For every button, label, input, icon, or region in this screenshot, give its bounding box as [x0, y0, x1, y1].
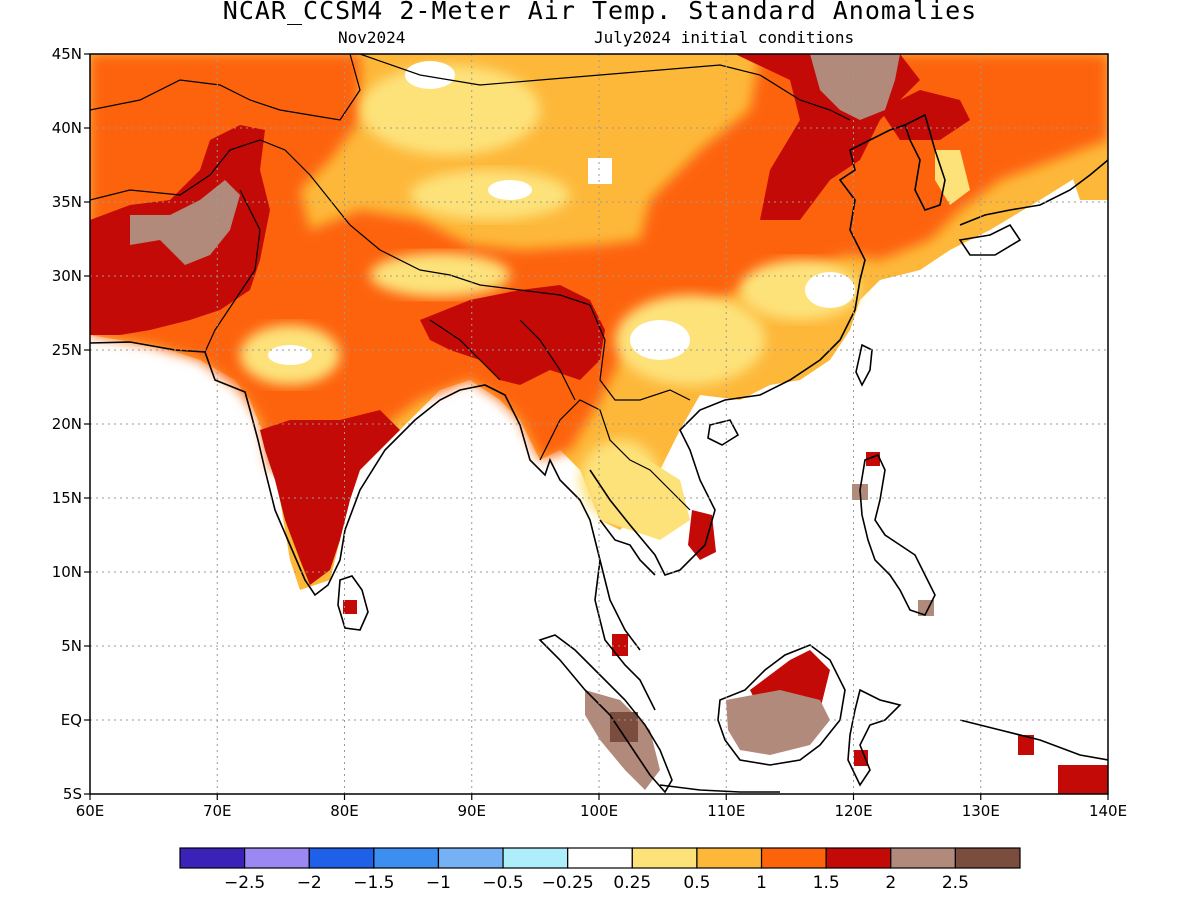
anomaly-patch-himalaya — [370, 253, 510, 297]
anomaly-cell-srilanka — [343, 600, 357, 614]
lon-tick-label: 60E — [76, 802, 105, 820]
colorbar-label: −2.5 — [224, 873, 265, 893]
colorbar-bin — [502, 847, 569, 869]
lat-tick-label: 20N — [52, 415, 82, 433]
colorbar-bin — [760, 847, 827, 869]
init-conditions: July2024 initial conditions — [594, 28, 855, 47]
lat-ticks: 45N 40N 35N 30N 25N 20N 15N 10N 5N EQ 5S — [52, 45, 90, 803]
colorbar-bin — [567, 847, 633, 869]
lon-tick-label: 70E — [203, 802, 232, 820]
anomaly-spot-white-2 — [488, 180, 532, 200]
anomaly-region-borneo — [726, 690, 830, 755]
anomaly-region-myanmar — [420, 285, 605, 385]
anomaly-cell-malaya — [612, 634, 628, 656]
lat-tick-label: EQ — [61, 711, 82, 729]
lon-tick-label: 130E — [962, 802, 1000, 820]
colorbar-bin — [308, 847, 375, 869]
lon-tick-label: 80E — [330, 802, 359, 820]
colorbar-label: 2 — [885, 873, 896, 893]
colorbar-bin — [890, 847, 956, 869]
map-title: NCAR_CCSM4 2-Meter Air Temp. Standard An… — [222, 0, 978, 25]
anomaly-region-mongolia — [810, 54, 900, 120]
anomaly-cell-sulawesi — [854, 750, 868, 766]
anomaly-cell-sumatra-max — [610, 712, 638, 742]
colorbar-label: 2.5 — [942, 873, 969, 893]
anomaly-cell-newguinea — [1058, 765, 1108, 794]
anomaly-region-japan-orange — [1070, 155, 1108, 200]
colorbar-bin — [179, 847, 246, 869]
anomaly-region-vietnam-south — [688, 510, 716, 560]
colorbar-bin — [631, 847, 698, 869]
lon-tick-label: 120E — [834, 802, 872, 820]
anomaly-spot-white-1 — [405, 61, 455, 89]
lon-ticks: 60E 70E 80E 90E 100E 110E 120E 130E 140E — [76, 794, 1127, 820]
colorbar-label: −1 — [426, 873, 451, 893]
colorbar-bin — [696, 847, 763, 869]
colorbar-label: 1.5 — [813, 873, 840, 893]
lat-tick-label: 15N — [52, 489, 82, 507]
lat-tick-label: 5S — [63, 785, 82, 803]
lat-tick-label: 5N — [61, 637, 82, 655]
anomaly-spot-white-4 — [630, 320, 690, 360]
colorbar-bin — [244, 847, 310, 869]
anomaly-region-korea-yellow — [935, 150, 970, 205]
colorbar-label: −1.5 — [353, 873, 394, 893]
lon-tick-label: 100E — [580, 802, 618, 820]
anomaly-region-afghan — [130, 180, 240, 265]
colorbar: −2.5 −2 −1.5 −1 −0.5 −0.25 0.25 0.5 1 1.5 2 2.5 — [179, 847, 1021, 893]
anomaly-patch-tibet — [410, 170, 570, 220]
lon-tick-label: 140E — [1089, 802, 1127, 820]
colorbar-label: 0.25 — [613, 873, 651, 893]
country-borders — [90, 54, 851, 511]
colorbar-label: 0.5 — [683, 873, 710, 893]
colorbar-label: 1 — [756, 873, 767, 893]
colorbar-bin — [437, 847, 504, 869]
valid-month: Nov2024 — [338, 28, 406, 47]
colorbar-bin — [954, 847, 1021, 869]
gridlines — [90, 54, 1108, 794]
anomaly-spot-white-3 — [268, 345, 312, 365]
colorbar-label: −0.5 — [482, 873, 523, 893]
lat-tick-label: 35N — [52, 193, 82, 211]
lat-tick-label: 25N — [52, 341, 82, 359]
anomaly-region-thailand-yellow — [590, 455, 690, 540]
anomaly-patch-tibet-north — [360, 65, 540, 155]
lat-tick-label: 10N — [52, 563, 82, 581]
anomaly-cell-papua — [1018, 735, 1034, 755]
lon-tick-label: 90E — [457, 802, 486, 820]
lon-tick-label: 110E — [707, 802, 745, 820]
anomaly-spot-white-5 — [805, 272, 855, 308]
lat-tick-label: 40N — [52, 119, 82, 137]
lat-tick-label: 45N — [52, 45, 82, 63]
anomaly-spot-white-6 — [588, 158, 612, 184]
colorbar-bin — [825, 847, 892, 869]
colorbar-bin — [373, 847, 440, 869]
colorbar-label: −0.25 — [542, 873, 594, 893]
colorbar-label: −2 — [297, 873, 322, 893]
coastlines — [90, 113, 1108, 794]
lat-tick-label: 30N — [52, 267, 82, 285]
